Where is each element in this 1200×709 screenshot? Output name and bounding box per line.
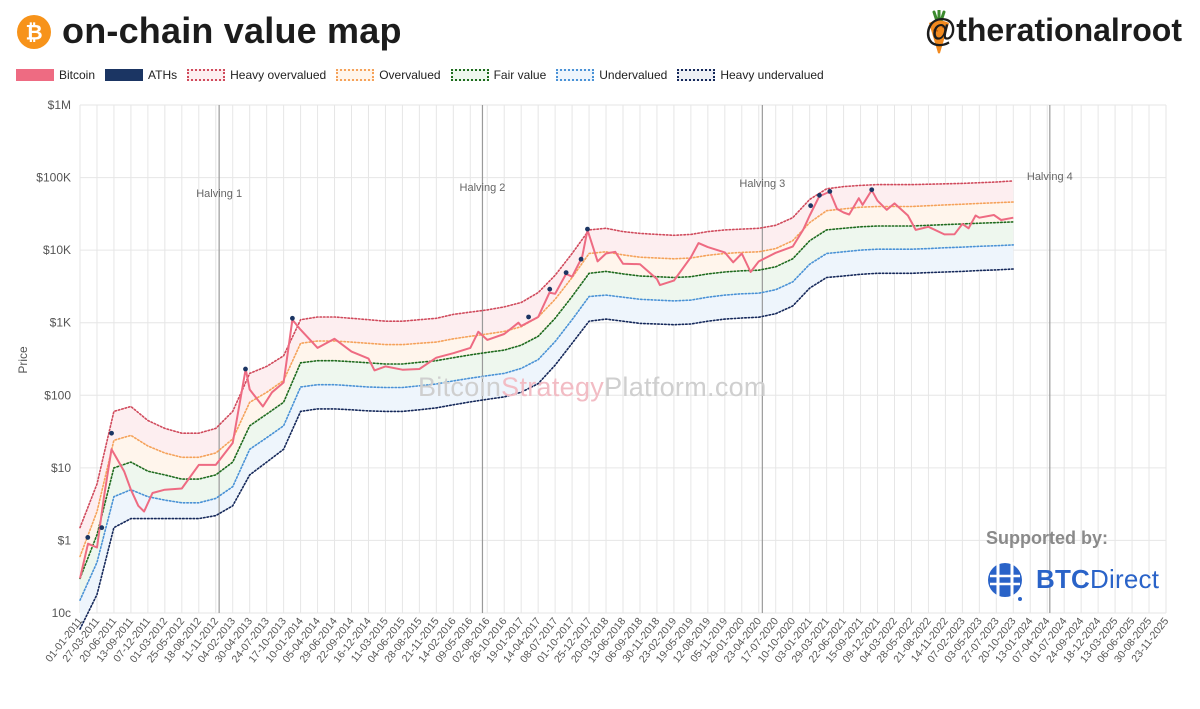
band-fill-heavy-overvalued bbox=[80, 180, 1014, 557]
ath-point bbox=[109, 430, 114, 436]
ath-point bbox=[563, 270, 569, 276]
legend-label: Overvalued bbox=[379, 68, 441, 82]
legend-swatch-heavy-undervalued bbox=[677, 69, 716, 81]
series-fair-value bbox=[79, 221, 1015, 580]
ath-point bbox=[547, 286, 553, 292]
band-line-layer bbox=[79, 180, 1015, 630]
ath-point bbox=[827, 188, 833, 194]
page-title: on-chain value map bbox=[62, 10, 402, 51]
header: ₿ on-chain value map @therationalroot bbox=[0, 0, 1200, 62]
y-axis-title: Price bbox=[16, 346, 30, 374]
band-fill-layer bbox=[80, 180, 1014, 630]
ath-point bbox=[526, 314, 531, 320]
svg-text:₿: ₿ bbox=[25, 22, 42, 45]
author-handle: @therationalroot bbox=[925, 12, 1182, 48]
halving-layer: Halving 1 Halving 2 Halving 3 Halving 4 bbox=[196, 105, 1073, 613]
watermark-part: Strategy bbox=[501, 372, 605, 402]
y-tick-label: $1 bbox=[58, 533, 72, 547]
legend-swatch-heavy-overvalued bbox=[187, 69, 226, 81]
grid-layer bbox=[79, 104, 1167, 614]
legend-label: Heavy undervalued bbox=[720, 68, 824, 82]
ath-layer bbox=[85, 187, 875, 540]
legend-item-overvalued: Overvalued bbox=[336, 68, 441, 82]
legend-item-undervalued: Undervalued bbox=[556, 68, 667, 82]
legend-swatch-aths bbox=[105, 69, 144, 81]
series-overvalued bbox=[79, 201, 1015, 558]
y-tick-label: $10 bbox=[51, 461, 71, 475]
sponsor-name: BTCDirect bbox=[1036, 564, 1159, 595]
sponsor-label: Supported by: bbox=[986, 528, 1108, 548]
legend-label: Heavy overvalued bbox=[230, 68, 327, 82]
series-heavy-overvalued bbox=[79, 180, 1015, 529]
y-tick-label: $100K bbox=[36, 171, 71, 185]
legend-label: Undervalued bbox=[599, 68, 668, 82]
halving-label: Halving 4 bbox=[1027, 171, 1073, 183]
legend-item-heavy-undervalued: Heavy undervalued bbox=[677, 68, 824, 82]
series-undervalued bbox=[79, 244, 1015, 602]
legend-swatch-undervalued bbox=[556, 69, 595, 81]
halving-label: Halving 1 bbox=[196, 188, 242, 200]
y-tick-label: $1M bbox=[48, 98, 71, 112]
ath-point bbox=[869, 187, 875, 193]
value-map-chart: Halving 1 Halving 2 Halving 3 Halving 4 10c… bbox=[16, 98, 1171, 665]
halving-label: Halving 3 bbox=[739, 178, 785, 190]
legend-swatch-bitcoin bbox=[16, 69, 54, 81]
sponsor-name-rest: Direct bbox=[1090, 564, 1160, 594]
btc-direct-icon bbox=[988, 562, 1022, 601]
halving-label: Halving 2 bbox=[460, 182, 506, 194]
watermark-part: Bitcoin bbox=[418, 372, 502, 402]
legend-item-fair-value: Fair value bbox=[450, 68, 547, 82]
sponsor-name-bold: BTC bbox=[1036, 564, 1091, 594]
y-tick-label: $10K bbox=[43, 243, 71, 257]
band-fill-fair-value bbox=[80, 221, 1014, 601]
legend-item-bitcoin: Bitcoin bbox=[16, 68, 95, 82]
y-tick-label: $100 bbox=[44, 388, 71, 402]
legend-label: Fair value bbox=[493, 68, 547, 82]
legend-swatch-overvalued bbox=[336, 69, 375, 81]
chart-legend: Bitcoin ATHs Heavy overvalued Overvalued… bbox=[16, 66, 834, 84]
bitcoin-icon: ₿ bbox=[17, 15, 51, 49]
legend-label: Bitcoin bbox=[59, 68, 96, 82]
ath-point bbox=[578, 256, 584, 262]
ath-point bbox=[817, 192, 822, 198]
legend-item-heavy-overvalued: Heavy overvalued bbox=[187, 68, 326, 82]
ath-point bbox=[808, 203, 814, 209]
legend-item-aths: ATHs bbox=[105, 68, 177, 82]
ath-point bbox=[290, 315, 295, 321]
ath-point bbox=[99, 525, 105, 531]
y-tick-label: $1K bbox=[50, 316, 71, 330]
ath-point bbox=[85, 535, 91, 540]
watermark: BitcoinStrategyPlatform.com bbox=[418, 372, 767, 403]
legend-swatch-fair-value bbox=[450, 69, 489, 81]
ath-point bbox=[585, 226, 590, 232]
legend-label: ATHs bbox=[148, 68, 178, 82]
series-heavy-undervalued bbox=[79, 268, 1015, 630]
y-tick-label: 10c bbox=[52, 606, 71, 620]
ath-point bbox=[243, 366, 248, 372]
watermark-part: Platform.com bbox=[604, 372, 767, 402]
carrot-icon bbox=[929, 10, 949, 54]
